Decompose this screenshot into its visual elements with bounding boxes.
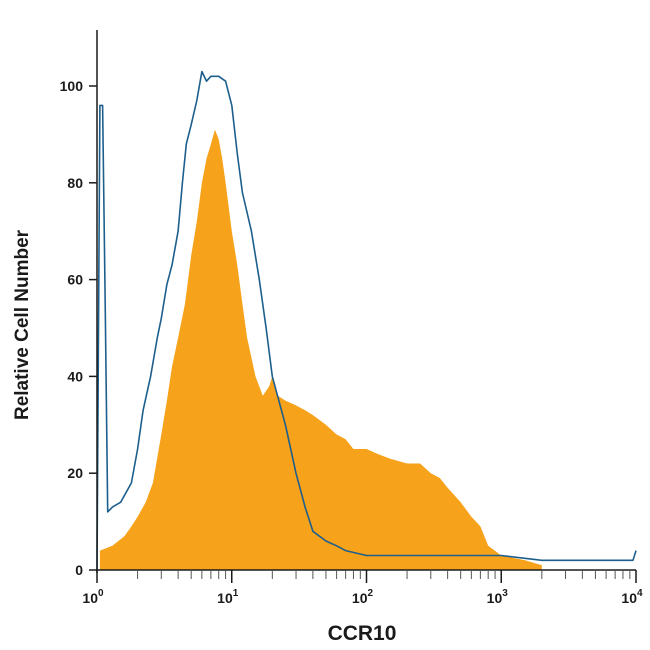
- y-tick-label: 20: [67, 465, 83, 481]
- x-tick-label: 100: [82, 588, 104, 606]
- y-tick-label: 100: [60, 78, 84, 94]
- x-tick-label: 102: [352, 588, 374, 606]
- series-layer: [96, 70, 637, 571]
- y-ticks: 0 20 40 60 80 100: [60, 78, 97, 578]
- x-axis-title: CCR10: [328, 622, 397, 645]
- series-outline-histogram: [96, 70, 637, 571]
- x-tick-label: 103: [487, 588, 509, 606]
- x-tick-label: 101: [217, 588, 239, 606]
- y-tick-label: 40: [67, 368, 83, 384]
- y-tick-label: 60: [67, 272, 83, 288]
- y-tick-label: 80: [67, 175, 83, 191]
- x-tick-label: 104: [621, 588, 643, 606]
- y-axis-title: Relative Cell Number: [12, 229, 33, 420]
- series-filled-histogram: [99, 129, 542, 570]
- y-tick-label: 0: [75, 562, 83, 578]
- x-ticks: 100 101 102 103 104: [82, 570, 643, 606]
